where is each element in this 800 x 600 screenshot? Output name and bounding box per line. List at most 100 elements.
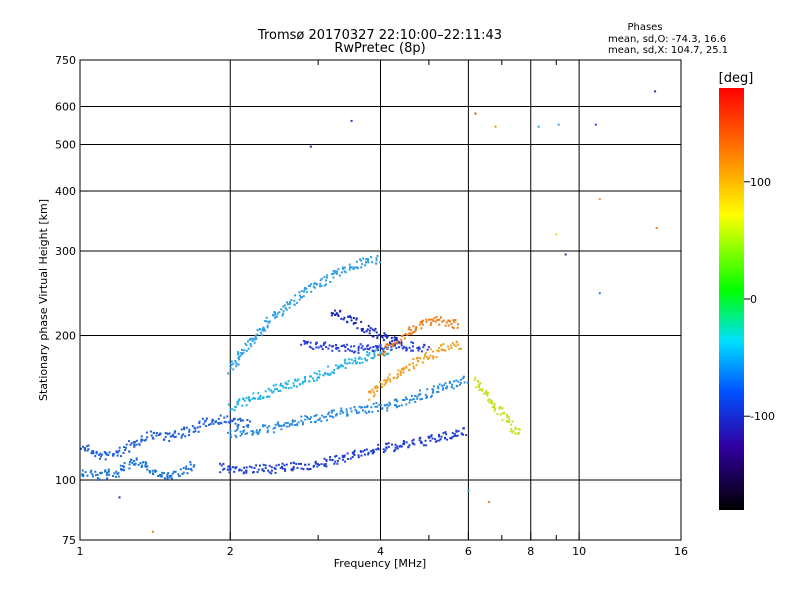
data-point	[239, 417, 242, 420]
data-point	[420, 322, 423, 324]
data-point	[145, 462, 148, 465]
data-point	[239, 430, 242, 433]
data-point	[511, 431, 514, 434]
data-point	[235, 436, 238, 439]
data-point	[358, 362, 361, 364]
data-point	[323, 284, 326, 287]
data-point	[366, 406, 369, 408]
data-point	[242, 397, 244, 400]
data-point	[334, 313, 337, 316]
data-point	[448, 348, 451, 351]
data-point	[371, 328, 374, 331]
data-point	[427, 356, 430, 359]
data-point	[383, 332, 386, 335]
data-point	[172, 433, 175, 436]
data-point	[318, 373, 321, 376]
data-point	[286, 383, 289, 386]
data-point	[344, 346, 347, 348]
data-point	[429, 439, 432, 442]
data-point	[364, 359, 367, 362]
data-point	[262, 470, 265, 473]
data-point	[169, 435, 172, 438]
data-point	[157, 475, 160, 477]
data-point	[367, 451, 370, 454]
data-point	[266, 326, 269, 329]
data-point	[380, 352, 383, 355]
data-point	[368, 352, 371, 355]
data-point	[212, 422, 215, 425]
data-point	[510, 428, 513, 430]
data-point	[245, 404, 248, 407]
data-point	[436, 390, 439, 393]
data-point	[368, 398, 371, 401]
data-point	[360, 259, 363, 262]
data-point	[357, 454, 360, 457]
data-point	[170, 477, 173, 480]
data-point	[244, 432, 247, 435]
data-point	[262, 326, 265, 329]
data-point	[387, 442, 390, 445]
data-point	[246, 432, 249, 435]
data-point	[451, 432, 454, 435]
data-point	[404, 396, 407, 399]
data-point	[310, 283, 313, 286]
data-point	[313, 282, 316, 285]
x-tick-label: 6	[465, 545, 472, 558]
data-point	[314, 461, 317, 464]
data-point	[388, 378, 391, 381]
data-point	[417, 346, 420, 349]
data-point	[193, 464, 196, 467]
data-point	[182, 471, 185, 474]
data-point	[391, 342, 394, 345]
data-point	[192, 430, 195, 433]
data-point	[92, 450, 95, 453]
data-point	[363, 331, 366, 334]
data-point	[197, 430, 200, 433]
data-point	[386, 379, 389, 382]
data-point	[414, 394, 417, 397]
data-point	[229, 468, 232, 471]
data-point	[411, 349, 414, 352]
data-point	[231, 408, 234, 411]
colorbar-ticks: 100 0 -100	[744, 176, 775, 423]
data-point	[412, 442, 415, 445]
data-point	[117, 475, 120, 478]
data-point	[376, 390, 379, 393]
data-point	[393, 336, 396, 339]
data-point	[499, 406, 501, 408]
data-point	[402, 368, 405, 371]
data-point	[166, 475, 169, 478]
data-point	[275, 464, 278, 467]
data-point	[354, 408, 357, 411]
data-point	[89, 471, 92, 474]
data-point	[141, 439, 144, 442]
data-point	[494, 408, 496, 410]
data-point	[432, 355, 434, 358]
data-point	[148, 470, 151, 473]
data-point	[376, 345, 379, 348]
data-point	[343, 359, 346, 362]
data-point	[245, 344, 248, 347]
data-point	[321, 414, 324, 417]
data-point	[158, 434, 161, 436]
data-point	[196, 426, 199, 429]
data-point	[400, 344, 403, 347]
data-point	[408, 444, 411, 447]
data-point	[128, 440, 130, 443]
data-point	[511, 420, 514, 423]
data-point	[453, 343, 456, 346]
data-point	[238, 358, 241, 361]
data-point	[406, 333, 409, 336]
data-point	[237, 363, 240, 366]
data-point	[377, 353, 380, 356]
data-point	[237, 352, 240, 355]
data-point	[340, 345, 343, 347]
data-point	[251, 339, 254, 342]
data-point	[228, 465, 230, 468]
data-point	[353, 266, 355, 269]
data-point	[414, 329, 417, 332]
data-point	[425, 318, 428, 321]
data-point	[424, 355, 427, 357]
data-point	[284, 381, 287, 384]
data-point	[275, 315, 278, 318]
